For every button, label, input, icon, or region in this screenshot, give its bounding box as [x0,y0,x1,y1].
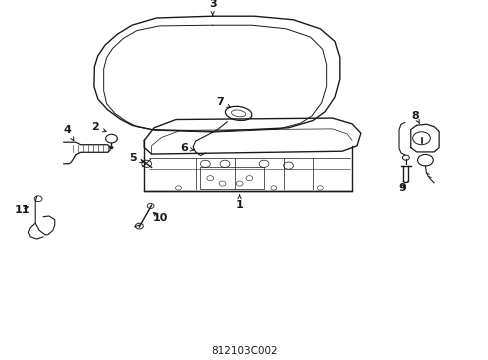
Circle shape [109,146,113,149]
Text: 5: 5 [129,153,143,163]
Text: 7: 7 [216,96,230,107]
Text: 9: 9 [397,183,405,193]
Text: 6: 6 [180,143,193,153]
Text: 812103C002: 812103C002 [211,346,277,356]
Text: 1: 1 [235,195,243,210]
Text: 11: 11 [14,204,30,215]
Text: 4: 4 [63,125,74,141]
Text: 3: 3 [208,0,216,15]
Text: 8: 8 [411,111,419,124]
Text: 2: 2 [91,122,106,132]
Text: 10: 10 [152,212,168,223]
